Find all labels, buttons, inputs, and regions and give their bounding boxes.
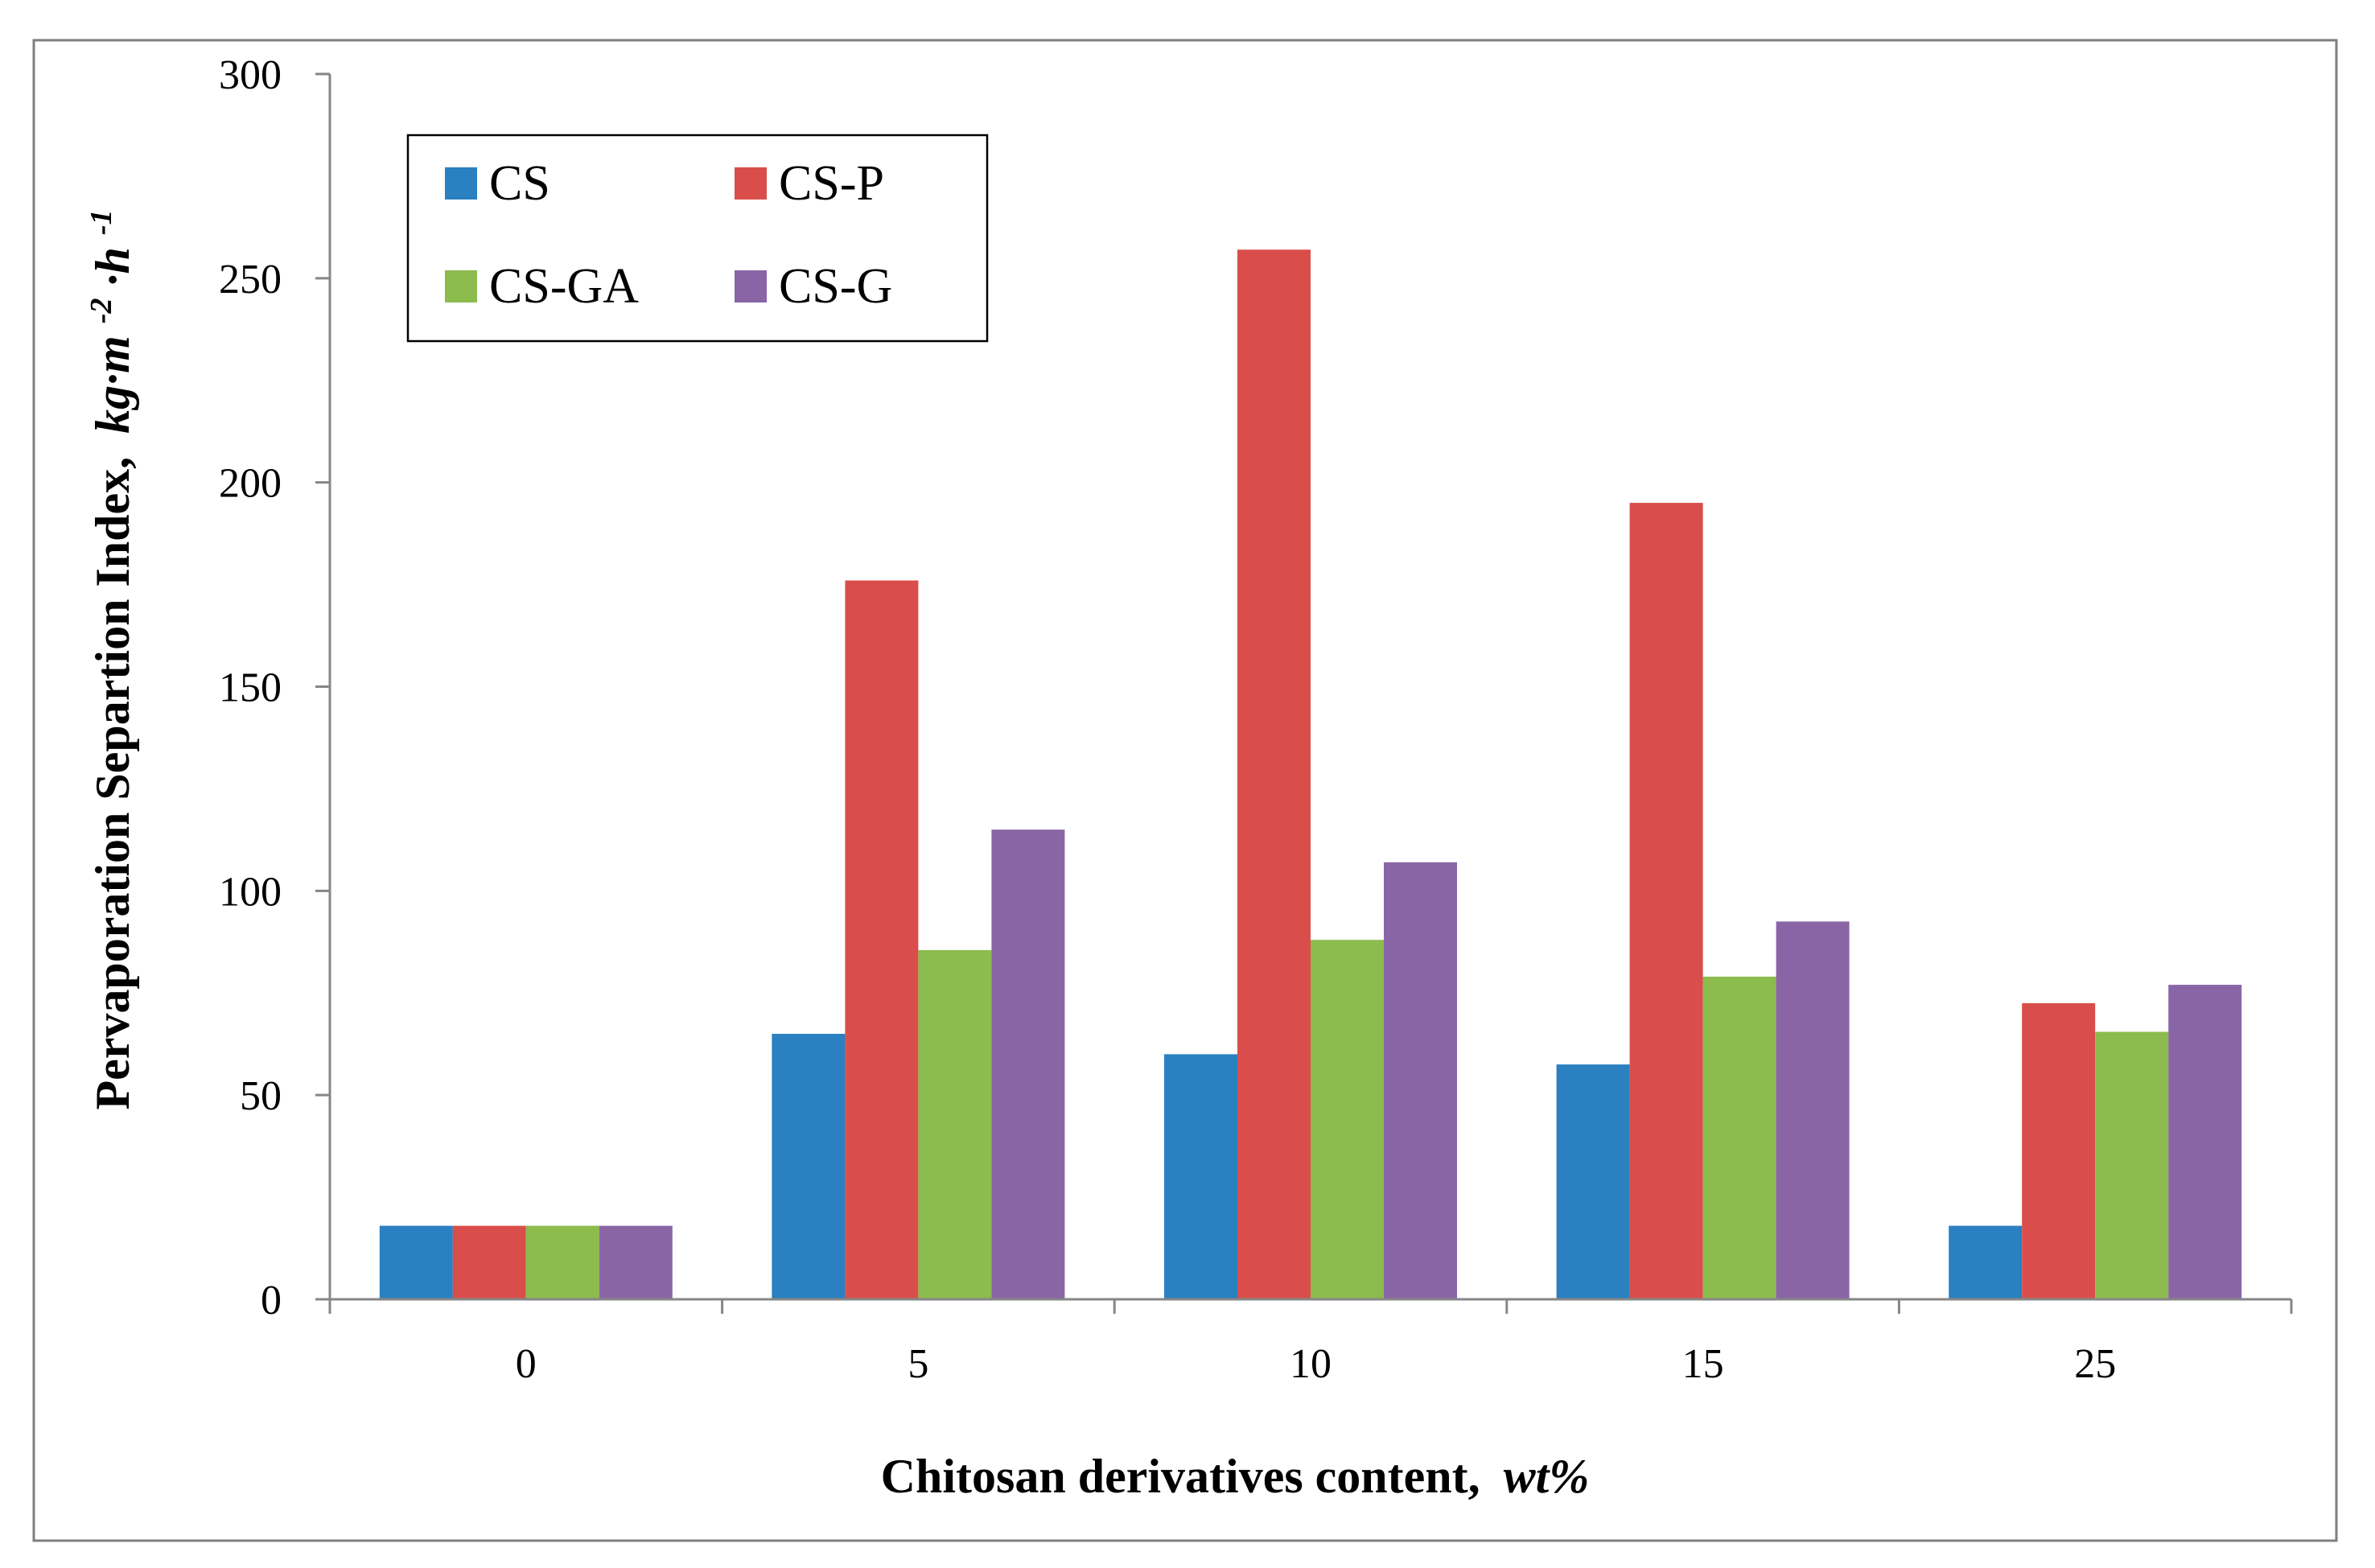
- y-tick-label-150: 150: [219, 665, 282, 711]
- x-tick-label-5: 5: [908, 1341, 928, 1387]
- x-tick-label-0: 0: [516, 1341, 537, 1387]
- bar-cs-5: [772, 1034, 846, 1299]
- bar-cs-g-10: [1384, 862, 1457, 1299]
- x-tick-label-25: 25: [2074, 1341, 2116, 1387]
- y-axis-unit-base: kg·m: [86, 335, 139, 434]
- y-axis-title-text: Pervaporation Separtion Index,: [86, 457, 139, 1110]
- legend-swatch-cs-g: [735, 270, 767, 302]
- bar-cs-15: [1556, 1064, 1630, 1299]
- y-tick-label-100: 100: [219, 869, 282, 915]
- axes-layer: 0 50 100 150 200 250 300 0 5 10 15 25: [219, 52, 2293, 1387]
- y-axis-title: Pervaporation Separtion Index, kg·m -2 ·…: [68, 209, 139, 1109]
- y-tick-label-50: 50: [240, 1073, 282, 1119]
- bar-cs-ga-25: [2095, 1031, 2169, 1299]
- legend-swatch-cs-p: [735, 167, 767, 200]
- bar-cs-0: [379, 1225, 453, 1299]
- bars-layer: [379, 249, 2242, 1300]
- y-tick-label-300: 300: [219, 52, 282, 98]
- legend-label-cs-ga: CS-GA: [489, 259, 639, 314]
- bar-cs-p-0: [452, 1225, 526, 1299]
- legend-box: [406, 134, 989, 343]
- y-axis-unit-exp2: -1: [84, 209, 118, 235]
- y-tick-label-250: 250: [219, 257, 282, 302]
- x-axis-title-unit: wt%: [1504, 1450, 1590, 1503]
- x-axis-title: Chitosan derivatives content, wt%: [881, 1450, 1590, 1503]
- legend-swatch-cs-ga: [445, 270, 477, 302]
- x-tick-label-15: 15: [1682, 1341, 1724, 1387]
- bar-cs-p-15: [1629, 503, 1703, 1299]
- legend: CS CS-P CS-GA CS-G: [406, 134, 989, 343]
- bar-cs-ga-10: [1311, 940, 1384, 1299]
- x-tick-label-10: 10: [1290, 1341, 1332, 1387]
- bar-cs-10: [1164, 1054, 1237, 1299]
- x-axis-title-text: Chitosan derivatives content,: [881, 1450, 1480, 1503]
- y-tick-label-0: 0: [261, 1278, 282, 1323]
- chart-frame: [32, 39, 2338, 1542]
- y-axis-unit-mid: ·h: [86, 247, 139, 286]
- legend-swatch-cs: [445, 167, 477, 200]
- bar-cs-ga-0: [525, 1225, 599, 1299]
- y-tick-label-200: 200: [219, 461, 282, 507]
- bar-cs-ga-5: [918, 949, 992, 1299]
- bar-cs-g-25: [2168, 985, 2242, 1299]
- legend-label-cs: CS: [489, 156, 550, 211]
- legend-label-cs-p: CS-P: [779, 156, 884, 211]
- y-axis-unit-exp1: -2: [84, 298, 118, 324]
- bar-cs-g-0: [599, 1225, 673, 1299]
- bar-cs-ga-15: [1702, 976, 1776, 1299]
- bar-cs-p-10: [1237, 249, 1311, 1300]
- bar-cs-g-5: [991, 829, 1065, 1299]
- legend-label-cs-g: CS-G: [779, 259, 892, 314]
- bar-cs-p-25: [2022, 1002, 2096, 1299]
- bar-cs-25: [1949, 1225, 2023, 1299]
- bar-cs-p-5: [845, 580, 919, 1299]
- bar-cs-g-15: [1776, 921, 1850, 1299]
